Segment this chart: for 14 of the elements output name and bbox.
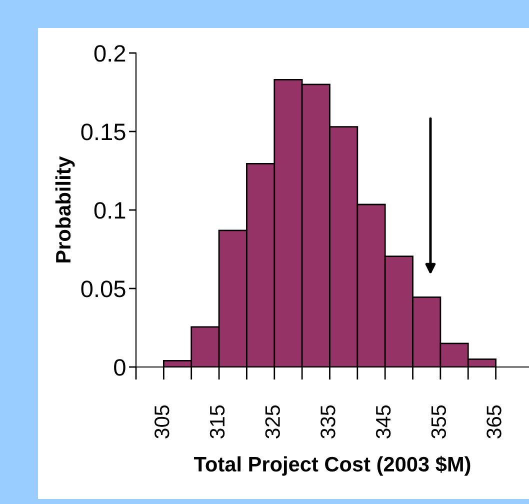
y-tick-label: 0.1 (94, 202, 126, 219)
y-tick-label: 0.15 (81, 124, 126, 140)
x-tick-label: 355 (431, 405, 446, 438)
x-tick-label: 335 (320, 405, 336, 438)
y-tick-label: 0.05 (81, 280, 126, 298)
y-axis-title: Probability (55, 156, 75, 262)
y-tick-label: 0.2 (94, 45, 126, 62)
x-tick-label: 365 (486, 405, 502, 438)
x-tick-label: 325 (265, 405, 280, 438)
y-tick-label: 0 (114, 359, 126, 376)
x-axis-title: Total Project Cost (2003 $M) (194, 456, 470, 476)
x-tick-label: 315 (210, 405, 225, 438)
x-tick-label: 345 (376, 405, 391, 438)
x-tick-label: 305 (154, 405, 170, 438)
